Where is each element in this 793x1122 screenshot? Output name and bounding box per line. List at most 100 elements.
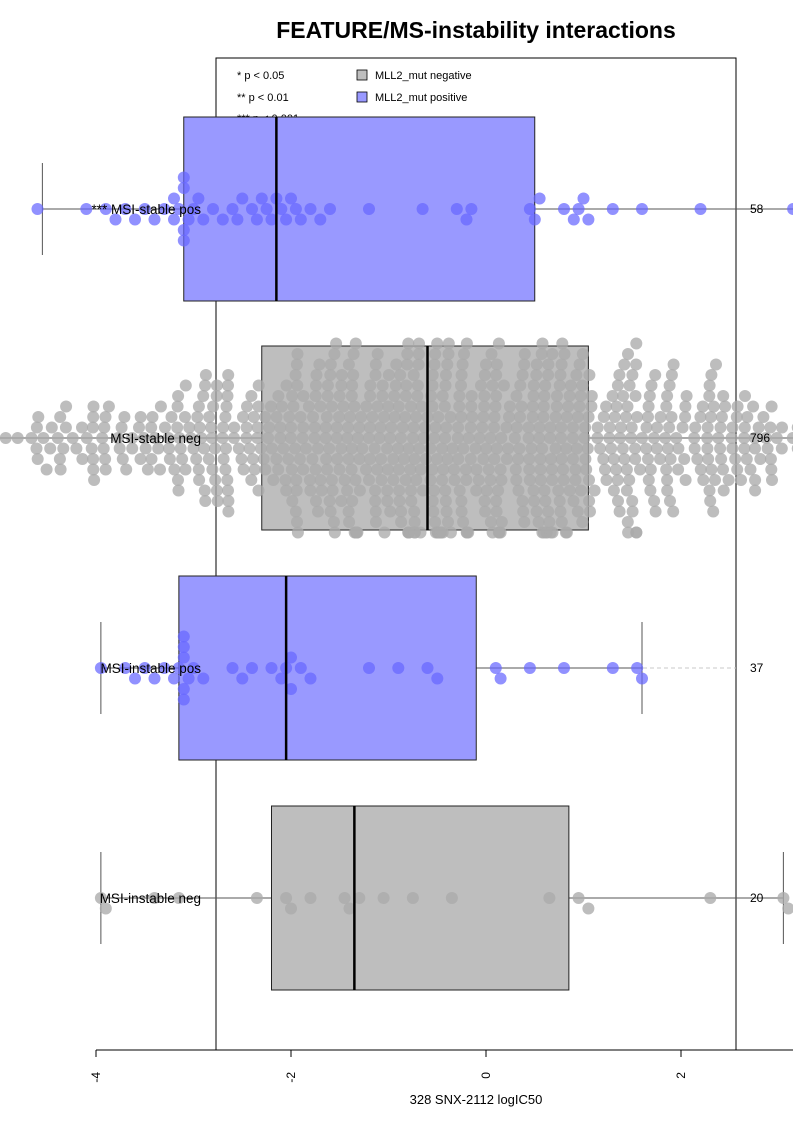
points [0,337,793,539]
data-point [168,192,180,205]
data-point [210,484,223,497]
data-point [363,662,375,674]
data-point [566,432,579,444]
data-point [530,505,543,518]
data-point [460,213,473,226]
data-point [207,203,219,215]
data-point [222,495,235,507]
data-point [369,495,382,507]
data-point [347,369,360,381]
data-point [216,213,229,226]
data-point [603,432,616,444]
data-point [786,432,793,444]
data-point [516,369,529,381]
data-point [605,442,618,455]
data-point [119,203,132,215]
data-point [616,442,629,455]
data-point [500,421,513,434]
data-point [419,453,432,465]
data-point [430,453,443,465]
data-point [411,390,424,402]
data-point [139,442,152,455]
data-point [395,505,408,518]
data-point [585,400,598,413]
data-point [660,400,673,413]
data-point [432,411,445,423]
data-point [464,453,477,465]
data-point [465,400,478,413]
data-point [490,390,503,402]
data-point [522,432,535,444]
data-point [408,453,421,465]
data-point [582,902,595,915]
data-point [528,213,541,226]
data-point [538,484,551,497]
data-point [659,432,672,444]
data-point [431,672,444,685]
data-point [308,421,321,434]
data-point [571,505,584,518]
data-point [99,453,112,465]
data-point [465,390,478,402]
data-point [328,526,341,539]
data-point [260,203,273,215]
data-point [252,400,265,413]
data-point [578,432,591,444]
data-point [199,369,212,381]
data-point [245,390,258,402]
data-point [99,203,112,215]
data-point [210,379,223,392]
data-point [221,390,234,402]
data-point [492,337,505,350]
data-point [286,390,299,402]
data-point [374,421,387,434]
data-point [594,442,607,455]
data-point [134,453,147,465]
data-point [177,683,190,695]
points [31,171,793,247]
data-point [749,474,762,486]
data-point [192,463,205,476]
data-point [211,495,224,507]
data-point [509,463,522,476]
data-point [555,516,568,528]
data-point [378,526,391,539]
data-point [614,421,627,434]
data-point [366,411,379,423]
data-point [328,348,341,360]
data-point [342,453,355,465]
significance-legend-item: ** p < 0.01 [237,92,289,104]
data-point [382,400,395,413]
data-point [717,390,730,402]
data-point [222,379,234,392]
legend-label-negative: MLL2_mut negative [375,70,472,82]
data-point [569,463,582,476]
data-point [514,411,526,423]
data-point [198,484,211,497]
data-point [138,662,151,674]
data-point [302,400,315,413]
data-point [112,432,125,444]
data-point [392,463,405,476]
data-point [440,369,452,381]
data-point [649,369,662,381]
data-point [512,453,525,465]
data-point [330,432,343,444]
data-point [376,390,389,402]
data-point [585,390,598,402]
data-point [246,203,258,215]
data-point [749,442,761,455]
data-point [385,421,398,434]
data-point [199,379,212,392]
data-point [319,421,332,434]
data-point [676,421,689,434]
data-point [296,432,309,444]
tick-label: -4 [89,1072,103,1083]
data-point [330,337,343,350]
data-point [195,432,208,444]
data-point [148,672,161,685]
data-point [612,495,624,507]
data-point [86,421,99,434]
group-msi-stable-neg: MSI-stable neg 796 [0,337,793,539]
data-point [426,379,439,392]
